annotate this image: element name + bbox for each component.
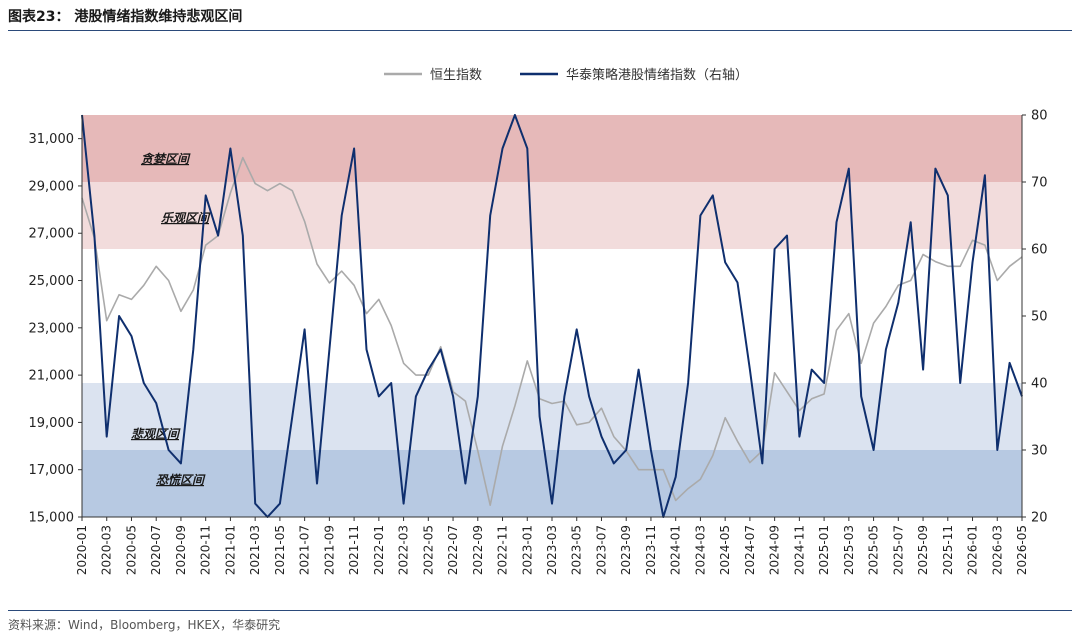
x-tick-label: 2020-01 (75, 525, 89, 575)
x-tick-label: 2026-03 (990, 525, 1004, 575)
left-tick-label: 17,000 (29, 463, 75, 478)
series-line-0 (81, 156, 1023, 507)
x-tick-label: 2022-07 (446, 525, 460, 575)
axes: 15,000 17,000 19,000 21,000 23,000 25,000 27,0… (29, 109, 1048, 576)
x-tick-label: 2024-01 (669, 525, 683, 575)
left-tick-label: 29,000 (29, 179, 75, 194)
x-tick-label: 2023-09 (619, 525, 633, 575)
x-tick-label: 2020-03 (100, 525, 114, 575)
left-tick-label: 19,000 (29, 416, 75, 431)
x-tick-label: 2021-07 (298, 525, 312, 575)
series-lines (81, 114, 1023, 518)
right-tick-label: 70 (1031, 176, 1048, 191)
zone-bands (82, 115, 1022, 517)
x-tick-label: 2024-09 (768, 525, 782, 575)
x-tick-label: 2023-07 (594, 525, 608, 575)
left-tick-label: 21,000 (29, 369, 75, 384)
legend: 恒生指数 华泰策略港股情绪指数（右轴） (384, 67, 748, 83)
x-tick-label: 2023-01 (520, 525, 534, 575)
source-rule (8, 610, 1072, 611)
left-tick-label: 23,000 (29, 321, 75, 336)
x-tick-label: 2023-03 (545, 525, 559, 575)
x-tick-label: 2022-05 (421, 525, 435, 575)
x-tick-label: 2020-05 (124, 525, 138, 575)
x-tick-label: 2020-09 (174, 525, 188, 575)
right-tick-label: 60 (1031, 243, 1048, 258)
x-tick-label: 2025-09 (916, 525, 930, 575)
legend-label-1: 华泰策略港股情绪指数（右轴） (566, 67, 748, 83)
x-tick-label: 2024-11 (792, 525, 806, 575)
right-tick-label: 30 (1031, 444, 1048, 459)
zone-band-3 (82, 450, 1022, 517)
left-tick-label: 15,000 (29, 511, 75, 526)
x-tick-label: 2024-03 (693, 525, 707, 575)
x-tick-label: 2021-01 (223, 525, 237, 575)
x-tick-label: 2025-07 (891, 525, 905, 575)
right-tick-label: 50 (1031, 310, 1048, 325)
x-tick-label: 2025-03 (842, 525, 856, 575)
x-tick-label: 2022-11 (496, 525, 510, 575)
x-tick-label: 2025-01 (817, 525, 831, 575)
x-tick-label: 2024-05 (718, 525, 732, 575)
source-note: 资料来源：Wind，Bloomberg，HKEX，华泰研究 (8, 618, 281, 632)
x-tick-label: 2022-03 (397, 525, 411, 575)
x-tick-label: 2025-05 (867, 525, 881, 575)
x-tick-label: 2025-11 (941, 525, 955, 575)
left-tick-label: 27,000 (29, 227, 75, 242)
title-rule (8, 30, 1072, 31)
x-tick-label: 2023-05 (570, 525, 584, 575)
x-tick-label: 2021-09 (322, 525, 336, 575)
zone-label-3: 恐慌区间 (156, 473, 206, 487)
x-tick-label: 2026-01 (966, 525, 980, 575)
x-tick-label: 2024-07 (743, 525, 757, 575)
right-tick-label: 20 (1031, 511, 1048, 526)
zone-label-1: 乐观区间 (161, 211, 211, 225)
left-tick-label: 25,000 (29, 274, 75, 289)
x-tick-label: 2021-03 (248, 525, 262, 575)
zone-band-0 (82, 115, 1022, 182)
zone-label-2: 悲观区间 (131, 427, 181, 441)
x-tick-label: 2021-05 (273, 525, 287, 575)
x-tick-label: 2020-11 (199, 525, 213, 575)
x-tick-label: 2022-01 (372, 525, 386, 575)
chart-title: 图表23： 港股情绪指数维持悲观区间 (8, 9, 243, 25)
x-tick-label: 2021-11 (347, 525, 361, 575)
x-tick-label: 2022-09 (471, 525, 485, 575)
x-tick-label: 2023-11 (644, 525, 658, 575)
right-tick-label: 80 (1031, 109, 1048, 124)
zone-band-1 (82, 182, 1022, 249)
x-tick-label: 2020-07 (149, 525, 163, 575)
x-tick-label: 2026-05 (1015, 525, 1029, 575)
zone-label-0: 贪婪区间 (141, 152, 191, 166)
series-line-1 (81, 114, 1023, 518)
legend-label-0: 恒生指数 (430, 68, 482, 83)
right-tick-label: 40 (1031, 377, 1048, 392)
left-tick-label: 31,000 (29, 132, 75, 147)
